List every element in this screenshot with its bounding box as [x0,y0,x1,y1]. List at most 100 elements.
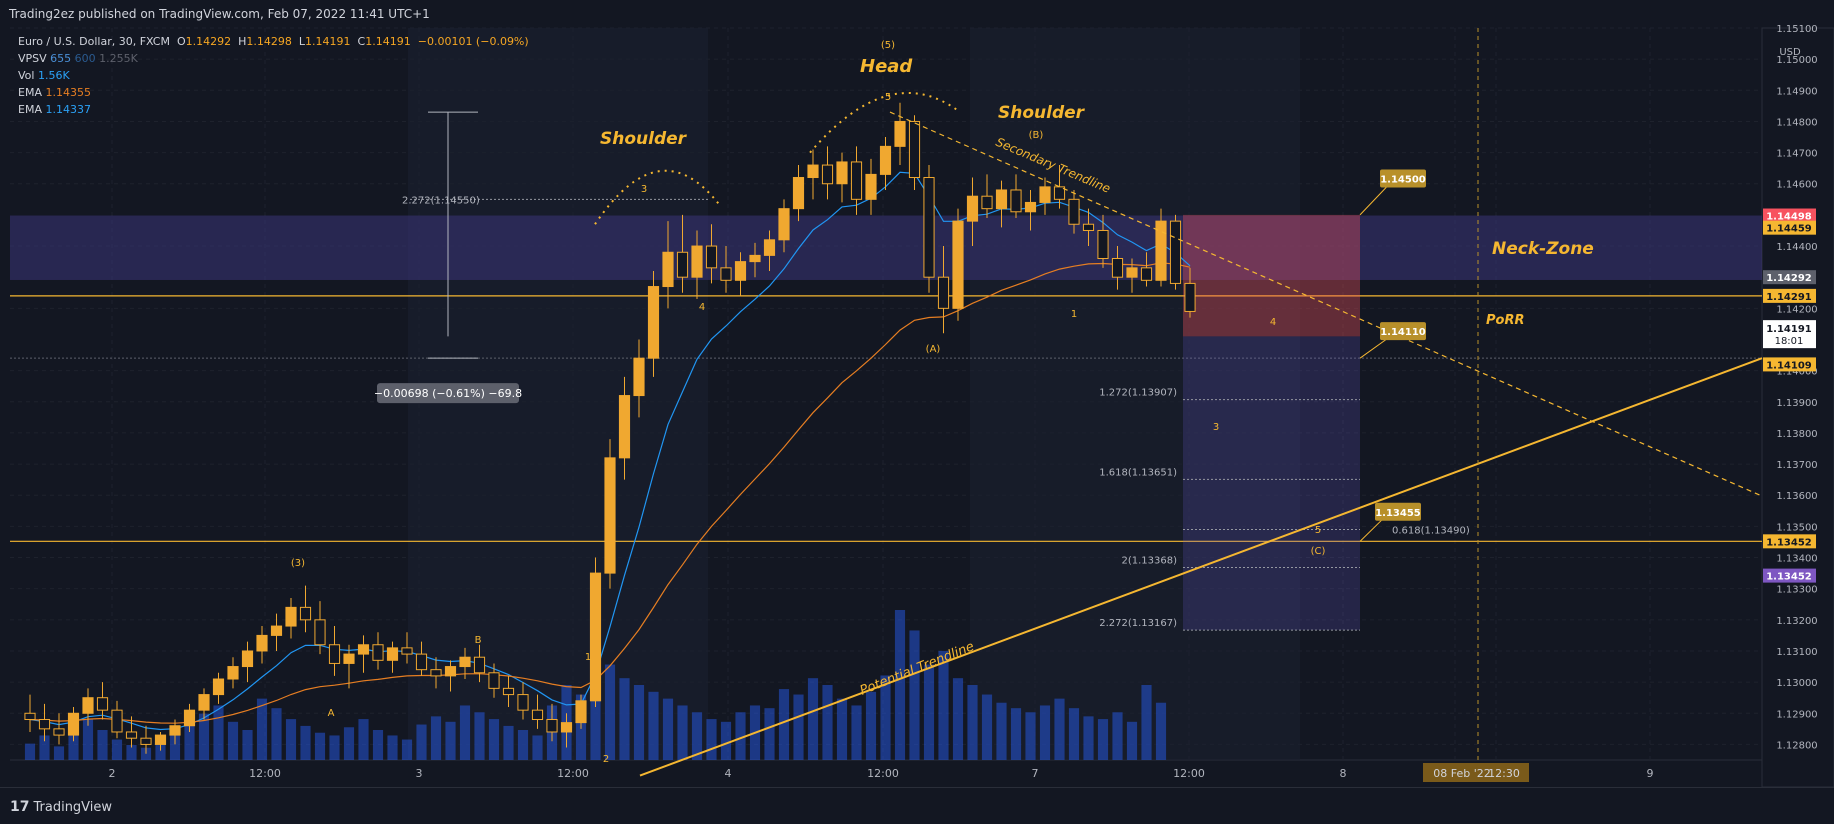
legend-vpsv-row[interactable]: VPSV 655 600 1.255K [18,50,529,67]
wave-label: 5 [1315,525,1321,536]
vol-value: 1.56K [37,69,70,82]
tradingview-logo-icon: 17 [10,799,30,815]
open-value: 1.14292 [185,35,232,48]
ema1-value: 1.14355 [45,86,91,99]
bar-countdown: 18:01 [1775,336,1804,347]
volume-bar [1112,712,1123,760]
volume-bar [720,721,732,760]
volume-bar [1155,702,1167,760]
wave-label: 3 [641,184,647,195]
secondary-trendline [889,111,1761,496]
volume-bar [764,708,775,760]
volume-bar [111,739,123,760]
price-label-box [1763,288,1816,303]
symbol-name[interactable]: Euro / U.S. Dollar, 30, FXCM [18,35,170,48]
volume-bar [343,727,355,760]
tradingview-logo[interactable]: 17 TradingView [10,799,112,815]
candle-body [821,164,834,185]
price-label: 1.13452 [1766,572,1812,583]
volume-bar [952,678,964,760]
volume-bar [807,678,819,760]
legend-ema1-row[interactable]: EMA 1.14355 [18,84,529,101]
ema-fast-line [29,171,1191,731]
candle-body [415,653,428,671]
candle-body [618,395,631,459]
candle-body [778,208,790,241]
volume-bar [1097,719,1109,760]
fib-level-label: 1.618(1.13651) [1099,467,1177,478]
candle-body [140,737,152,745]
price-label: 1.14109 [1766,360,1812,371]
open-label: O [176,35,186,48]
x-tick-label: 12:00 [867,767,899,780]
volume-bar [1068,708,1080,760]
candle-body [908,120,921,179]
legend-symbol-row: Euro / U.S. Dollar, 30, FXCM O1.14292 H1… [18,33,529,50]
volume-bar [271,708,282,760]
candle-body [517,694,529,711]
candle-body [125,731,138,739]
candle-body [183,709,196,727]
candle-body [1126,267,1138,278]
candle-body [995,189,1008,210]
callout-box [1375,502,1421,521]
vpsv-value-a: 655 [50,52,72,65]
candle-body [1169,220,1182,284]
volume-bar [401,739,413,760]
candle-body [560,722,573,733]
wave-label: (5) [881,40,895,51]
candle-body [212,678,225,696]
volume-bar [1083,716,1094,760]
candle-body [807,164,819,179]
candle-body [923,177,935,278]
volume-bar [256,698,268,760]
candle-body [749,254,761,263]
ema2-label: EMA [18,103,42,116]
wave-label: (B) [1029,130,1044,141]
candle-body [763,239,776,256]
callout-pointer [1359,518,1384,542]
volume-bar [1054,698,1065,760]
legend-vol-row[interactable]: Vol 1.56K [18,67,529,84]
y-tick-label: 1.14700 [1776,149,1817,160]
price-label-box [1763,357,1816,372]
volume-bar [822,685,833,760]
candle-body [952,220,964,309]
wave-label: 1 [585,652,591,663]
measure-badge [377,383,519,404]
candle-body [53,728,65,736]
candle-body [169,725,181,736]
price-label: 1.14292 [1766,273,1812,284]
volume-bar [329,735,340,760]
legend-ema2-row[interactable]: EMA 1.14337 [18,101,529,118]
y-tick-label: 1.13700 [1776,460,1817,471]
x-tick-label: 12:00 [1173,767,1205,780]
candle-body [836,161,848,185]
volume-bar [387,735,398,760]
candle-body [792,177,805,210]
candle-body [676,251,689,278]
volume-bar [488,719,500,760]
y-tick-label: 1.14600 [1776,180,1817,191]
volume-bar [198,713,210,760]
volume-bar [706,719,717,760]
change-value: −0.00101 (−0.09%) [417,35,529,48]
wave-label: (A) [926,344,941,355]
x-tick-label: 3 [416,767,423,780]
publish-header: Trading2ez published on TradingView.com,… [0,0,1834,28]
candle-body [111,709,123,733]
candle-body [720,267,732,281]
y-tick-label: 1.13200 [1776,616,1817,627]
candle-body [459,656,471,668]
x-tick-label: 4 [725,767,732,780]
candle-body [430,669,442,677]
volume-bar [227,721,239,760]
ema2-value: 1.14337 [45,103,91,116]
candle-body [198,694,210,711]
wave-label: 3 [1213,422,1219,433]
candle-body [966,195,979,222]
callout-label: 1.14110 [1380,327,1426,338]
volume-bar [97,730,108,760]
wave-label: 1 [1071,309,1077,320]
